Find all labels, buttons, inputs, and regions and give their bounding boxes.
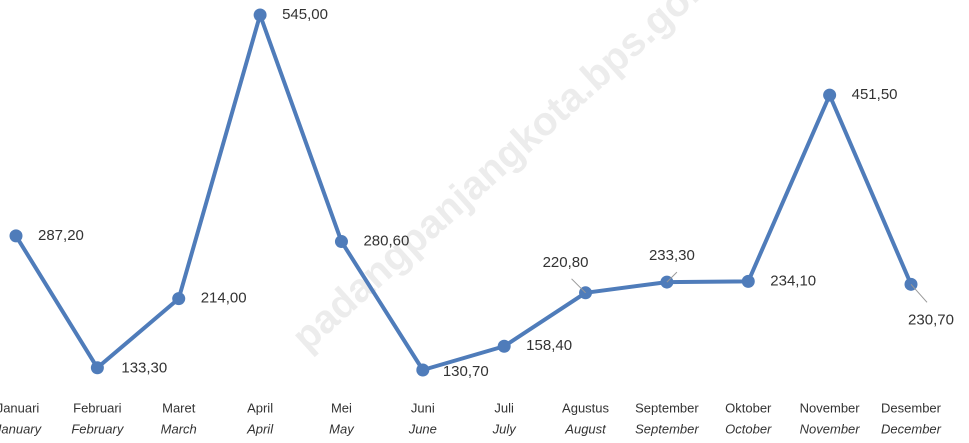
- data-label: 233,30: [649, 247, 695, 264]
- leader-line: [571, 278, 586, 294]
- leader-line: [666, 271, 678, 283]
- x-tick-label-en: September: [635, 421, 699, 436]
- watermark: padangpanjangkota.bps.go.id: [284, 0, 735, 360]
- x-tick-label-en: August: [564, 421, 607, 436]
- data-label: 280,60: [363, 233, 409, 250]
- data-label: 230,70: [908, 311, 954, 328]
- x-tick-label-en: March: [161, 421, 197, 436]
- x-tick-label: Mei: [331, 400, 352, 415]
- x-tick-label-en: June: [408, 421, 437, 436]
- point: [823, 88, 837, 102]
- x-tick-label-en: November: [800, 421, 861, 436]
- x-tick-label: Agustus: [562, 400, 609, 415]
- point: [253, 8, 267, 22]
- x-tick-label-en: December: [881, 421, 942, 436]
- data-label: 133,30: [121, 360, 167, 377]
- point: [90, 361, 104, 375]
- data-label: 451,50: [852, 86, 898, 103]
- x-tick-label: Desember: [881, 400, 942, 415]
- data-label: 130,70: [443, 363, 489, 380]
- data-label: 214,00: [201, 290, 247, 307]
- x-tick-label: Januari: [0, 400, 39, 415]
- point: [172, 292, 186, 306]
- x-tick-label: Juni: [411, 400, 435, 415]
- x-tick-label: April: [247, 400, 273, 415]
- x-tick-label-en: April: [246, 421, 274, 436]
- point: [334, 235, 348, 249]
- x-tick-label: September: [635, 400, 699, 415]
- x-tick-label: Juli: [494, 400, 514, 415]
- x-tick-label-en: October: [725, 421, 772, 436]
- x-tick-label: November: [800, 400, 861, 415]
- point: [497, 339, 511, 353]
- x-tick-label-en: February: [71, 421, 125, 436]
- data-label: 220,80: [543, 254, 589, 271]
- x-tick-label-en: January: [0, 421, 43, 436]
- point: [741, 274, 755, 288]
- data-label: 158,40: [526, 337, 572, 354]
- data-label: 234,10: [770, 272, 816, 289]
- line: [14, 13, 913, 372]
- x-tick-label-en: May: [329, 421, 355, 436]
- point: [9, 229, 23, 243]
- data-label: 545,00: [282, 6, 328, 23]
- leader-line: [910, 283, 928, 303]
- data-label: 287,20: [38, 227, 84, 244]
- x-tick-label: Februari: [73, 400, 122, 415]
- x-tick-label: Maret: [162, 400, 196, 415]
- point: [416, 363, 430, 377]
- x-tick-label: Oktober: [725, 400, 772, 415]
- x-tick-label-en: July: [492, 421, 518, 436]
